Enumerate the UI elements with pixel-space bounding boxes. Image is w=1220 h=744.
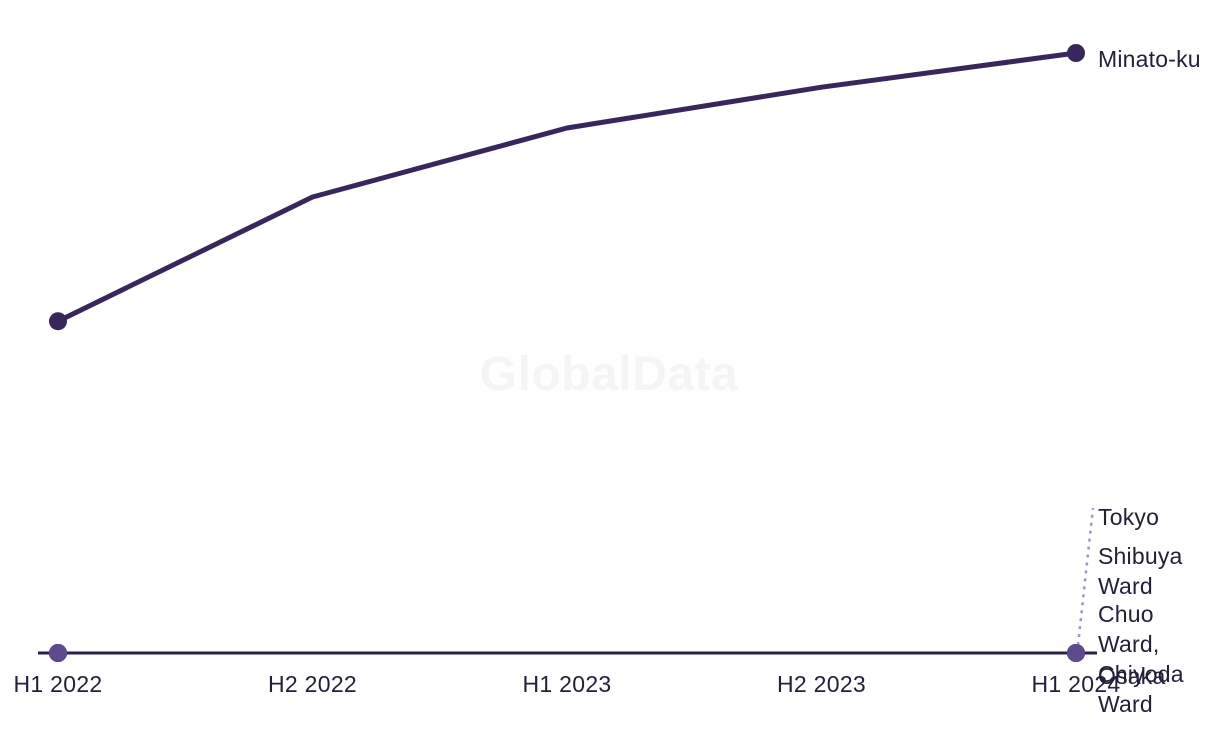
x-tick-label: H1 2024 (1031, 671, 1121, 697)
series-label-osaka: Osaka (1098, 663, 1166, 689)
point-marker-osaka (49, 644, 67, 662)
point-marker-minato-ku (49, 312, 67, 331)
leader-line-tokyo (1076, 507, 1095, 646)
x-tick-label: H2 2023 (776, 671, 867, 697)
point-marker-osaka (1067, 644, 1085, 662)
x-tick-label: H2 2022 (267, 671, 358, 697)
series-label-tokyo: Tokyo (1098, 504, 1160, 530)
globaldata-watermark: GlobalData (479, 348, 739, 401)
series-label-shibuya-ward: Shibuya Ward (1098, 543, 1183, 599)
series-label-chuo-ward-chiyoda-ward: Chuo Ward, Chiyoda Ward (1098, 601, 1184, 717)
series-label-minato-ku: Minato-ku (1098, 46, 1201, 72)
point-marker-minato-ku (1067, 44, 1085, 62)
x-tick-label: H1 2022 (13, 671, 103, 697)
series-line-minato-ku (55, 50, 1079, 324)
x-tick-label: H1 2023 (522, 671, 612, 697)
